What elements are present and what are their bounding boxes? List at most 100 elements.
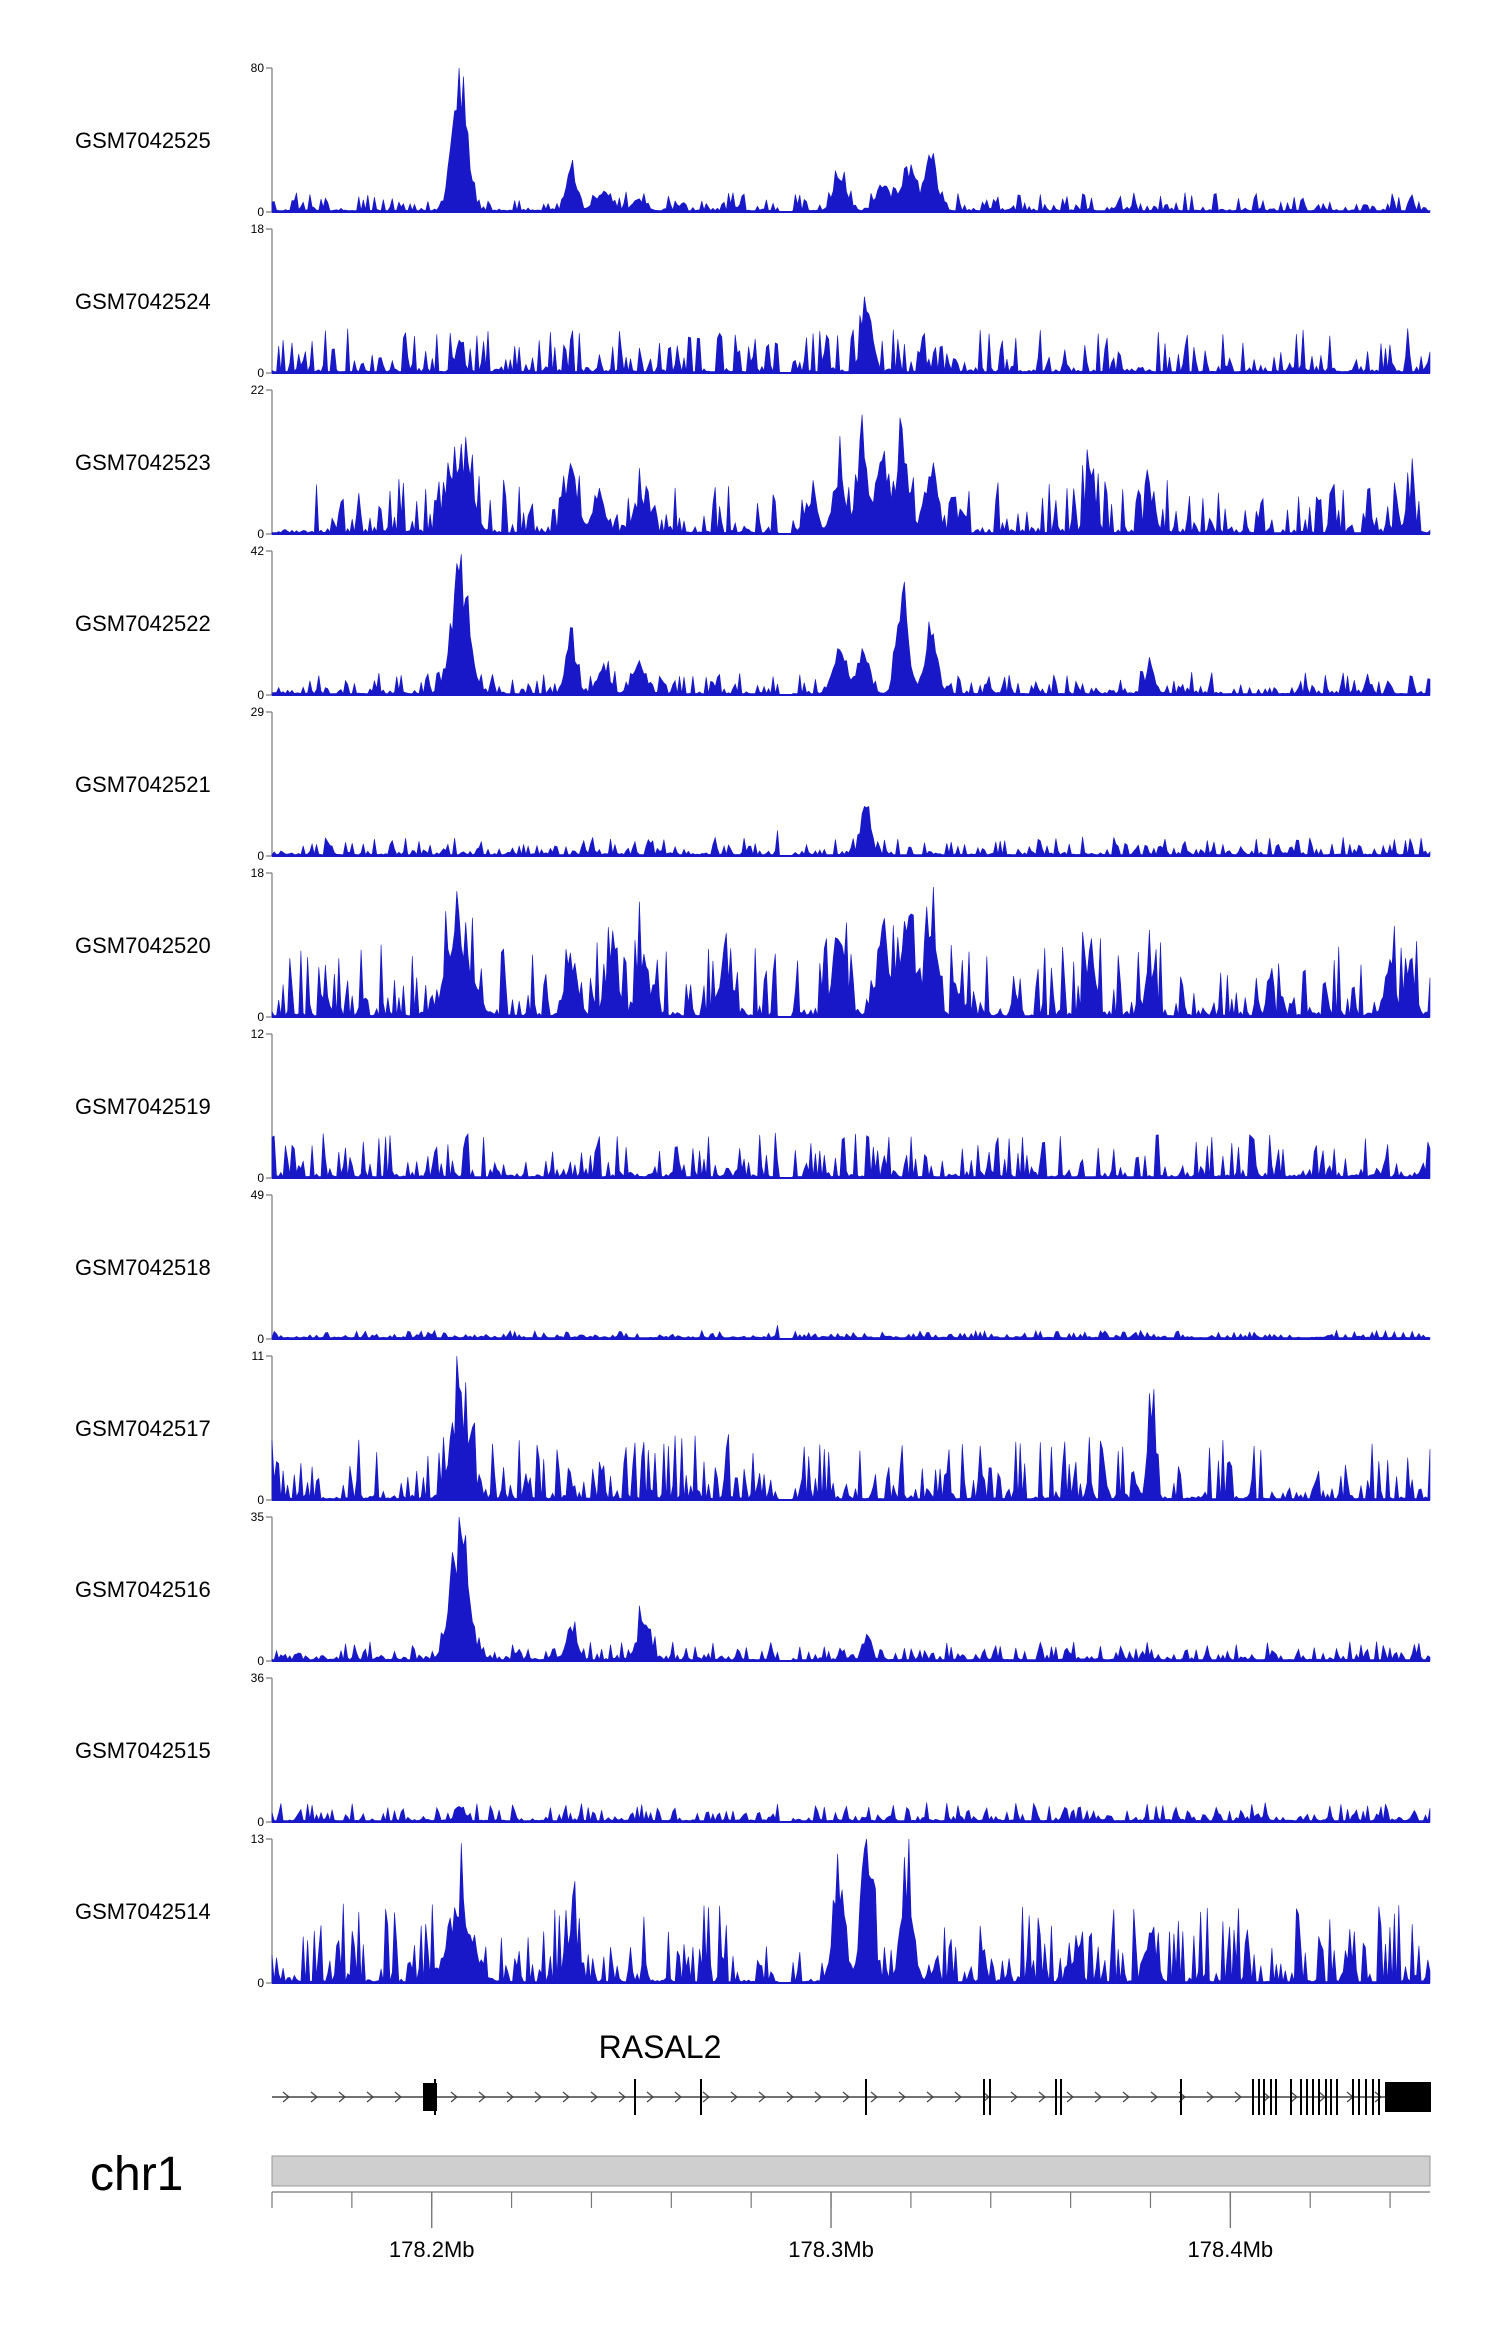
track-label: GSM7042517 (75, 1416, 211, 1441)
strand-arrow (842, 2091, 850, 2103)
strand-arrow (898, 2091, 906, 2103)
gene-exon (1263, 2079, 1265, 2115)
y-max-label: 29 (251, 705, 265, 719)
strand-arrow (674, 2091, 682, 2103)
strand-arrow (1094, 2091, 1102, 2103)
signal-area (271, 554, 1431, 696)
strand-arrow (758, 2091, 766, 2103)
gene-exon (1312, 2079, 1314, 2115)
gene-exon (1300, 2079, 1302, 2115)
gene-exon (1290, 2079, 1292, 2115)
strand-arrow (618, 2091, 626, 2103)
strand-arrow (1374, 2091, 1382, 2103)
track-label: GSM7042521 (75, 772, 211, 797)
gene-exon (700, 2079, 702, 2115)
strand-arrow (870, 2091, 878, 2103)
gene-exon (1060, 2079, 1062, 2115)
strand-arrow (534, 2091, 542, 2103)
gene-exon (989, 2079, 991, 2115)
gene-exon (1252, 2079, 1254, 2115)
strand-arrow (338, 2091, 346, 2103)
y-max-label: 22 (251, 383, 265, 397)
y-min-label: 0 (257, 1171, 264, 1185)
track-GSM7042522: GSM7042522 42 0 (75, 544, 1431, 702)
gene-exon (1258, 2079, 1260, 2115)
y-min-label: 0 (257, 527, 264, 541)
strand-arrow (926, 2091, 934, 2103)
strand-arrow (730, 2091, 738, 2103)
strand-arrow (954, 2091, 962, 2103)
gene-exon (1275, 2079, 1277, 2115)
strand-arrow (1150, 2091, 1158, 2103)
track-GSM7042524: GSM7042524 18 0 (75, 222, 1431, 380)
y-min-label: 0 (257, 849, 264, 863)
strand-arrow (394, 2091, 402, 2103)
gene-exon (983, 2079, 985, 2115)
gene-exon (1180, 2079, 1182, 2115)
genome-axis-label: 178.4Mb (1188, 2237, 1274, 2262)
gene-exon-utr (1385, 2082, 1431, 2112)
strand-arrow (646, 2091, 654, 2103)
y-min-label: 0 (257, 1332, 264, 1346)
y-max-label: 13 (251, 1832, 265, 1846)
y-max-label: 49 (251, 1188, 265, 1202)
strand-arrow (506, 2091, 514, 2103)
strand-arrow (1122, 2091, 1130, 2103)
track-label: GSM7042522 (75, 611, 211, 636)
y-min-label: 0 (257, 1815, 264, 1829)
strand-arrow (478, 2091, 486, 2103)
track-label: GSM7042524 (75, 289, 211, 314)
gene-exon (1325, 2079, 1327, 2115)
track-label: GSM7042520 (75, 933, 211, 958)
strand-arrow (1290, 2091, 1298, 2103)
y-max-label: 80 (251, 61, 265, 75)
signal-area (271, 1355, 1431, 1501)
strand-arrow (562, 2091, 570, 2103)
track-GSM7042520: GSM7042520 18 0 (75, 866, 1431, 1024)
y-min-label: 0 (257, 205, 264, 219)
strand-arrow (1206, 2091, 1214, 2103)
y-max-label: 18 (251, 222, 265, 236)
signal-area (271, 1516, 1431, 1662)
strand-arrow (1066, 2091, 1074, 2103)
gene-label: RASAL2 (599, 2029, 722, 2065)
y-min-label: 0 (257, 1010, 264, 1024)
gene-exon (865, 2079, 867, 2115)
strand-arrow (1038, 2091, 1046, 2103)
strand-arrow (1010, 2091, 1018, 2103)
gene-exon (1372, 2079, 1374, 2115)
track-label: GSM7042519 (75, 1094, 211, 1119)
gene-exon (1336, 2079, 1338, 2115)
gene-exon (434, 2079, 436, 2115)
gene-exon (1358, 2079, 1360, 2115)
track-GSM7042518: GSM7042518 49 0 (75, 1188, 1431, 1346)
chromosome-label: chr1 (90, 2148, 183, 2201)
signal-area (271, 886, 1431, 1018)
genome-axis: 178.2Mb 178.3Mb 178.4Mb (271, 2191, 1430, 2262)
track-label: GSM7042518 (75, 1255, 211, 1280)
signal-area (271, 1838, 1431, 1984)
genome-axis-label: 178.3Mb (788, 2237, 874, 2262)
y-min-label: 0 (257, 1654, 264, 1668)
y-min-label: 0 (257, 688, 264, 702)
track-label: GSM7042525 (75, 128, 211, 153)
y-min-label: 0 (257, 366, 264, 380)
gene-exon (1365, 2079, 1367, 2115)
track-label: GSM7042514 (75, 1899, 211, 1924)
gene-exon (1055, 2079, 1057, 2115)
strand-arrow (702, 2091, 710, 2103)
track-GSM7042516: GSM7042516 35 0 (75, 1510, 1431, 1668)
signal-area (271, 1132, 1431, 1179)
y-max-label: 11 (252, 1349, 265, 1363)
chromosome-ideogram (271, 2155, 1431, 2187)
track-GSM7042521: GSM7042521 29 0 (75, 705, 1431, 863)
ideogram-track: chr1 (90, 2148, 1431, 2201)
y-max-label: 35 (251, 1510, 265, 1524)
signal-area (271, 1802, 1431, 1823)
signal-area (271, 1325, 1431, 1340)
strand-arrow (1234, 2091, 1242, 2103)
track-GSM7042515: GSM7042515 36 0 (75, 1671, 1431, 1829)
strand-arrow (310, 2091, 318, 2103)
gene-exon (1378, 2079, 1380, 2115)
